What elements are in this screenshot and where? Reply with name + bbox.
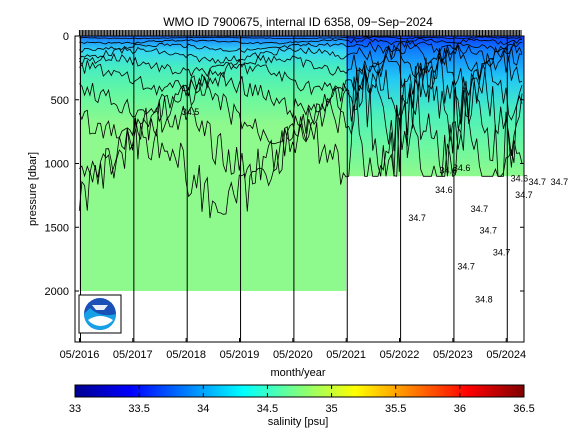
isohaline-8 xyxy=(78,57,523,156)
colorbar-tick-label: 33.5 xyxy=(128,403,149,415)
x-tick-label: 05/2020 xyxy=(273,349,313,361)
x-tick-label: 05/2016 xyxy=(60,349,100,361)
x-tick-label: 05/2021 xyxy=(326,349,366,361)
x-tick-label: 05/2022 xyxy=(380,349,420,361)
y-axis: 0 500 1000 1500 2000 xyxy=(45,31,524,298)
y-tick-label: 1500 xyxy=(45,222,69,234)
year-gridlines xyxy=(80,36,508,342)
contour-label: 34.7 xyxy=(408,213,426,223)
colorbar-tick-label: 33 xyxy=(69,403,81,415)
colorbar-tick-label: 35.5 xyxy=(385,403,406,415)
colorbar-label: salinity [psu] xyxy=(268,416,329,428)
contour-label: 34.8 xyxy=(475,294,493,304)
contour-label: 34.7 xyxy=(480,226,498,236)
isohaline-9 xyxy=(79,66,523,185)
y-tick-label: 2000 xyxy=(45,286,69,298)
contour-label: 34.7 xyxy=(551,177,569,187)
x-tick-label: 05/2019 xyxy=(220,349,260,361)
isohaline-3 xyxy=(79,38,523,55)
isohaline-1 xyxy=(79,36,523,40)
isohaline-contours xyxy=(78,36,523,219)
isohaline-6 xyxy=(79,46,523,97)
colorbar-tick-label: 34 xyxy=(197,403,209,415)
plot-frame xyxy=(74,35,525,343)
isohaline-7 xyxy=(79,53,523,125)
x-tick-label: 05/2023 xyxy=(433,349,473,361)
x-axis: 05/2016 05/2017 05/2018 05/2019 05/2020 05/20… xyxy=(60,338,526,361)
x-tick-label: 05/2017 xyxy=(113,349,153,361)
salinity-fill xyxy=(79,36,524,291)
colorbar-tick-label: 35 xyxy=(325,403,337,415)
isohaline-2 xyxy=(79,37,523,46)
colorbar-tick-label: 34.5 xyxy=(257,403,278,415)
chart-title: WMO ID 7900675, internal ID 6358, 09−Sep… xyxy=(163,15,433,29)
contour-label: 34.6 xyxy=(440,166,458,176)
colorbar: 33 33.5 34 34.5 35 35.5 36 36.5 salinity [psu] xyxy=(69,384,535,428)
colorbar-tick-label: 36 xyxy=(454,403,466,415)
isohaline-10 xyxy=(78,76,523,219)
contour-label: 34.6 xyxy=(453,163,471,173)
y-tick-label: 500 xyxy=(51,95,69,107)
contour-label: 34.7 xyxy=(493,247,511,257)
profile-marks xyxy=(78,30,522,36)
x-tick-label: 05/2024 xyxy=(486,349,526,361)
y-tick-label: 1000 xyxy=(45,159,69,171)
y-axis-label: pressure [dbar] xyxy=(27,152,39,226)
colorbar-tick-label: 36.5 xyxy=(513,403,534,415)
isohaline-4 xyxy=(79,40,523,66)
contour-label: 34.7 xyxy=(528,177,546,187)
y-tick-label: 0 xyxy=(63,31,69,43)
contour-label: 34.5 xyxy=(182,107,200,117)
noaa-logo xyxy=(78,294,122,334)
data-segment-fill xyxy=(346,36,524,177)
contour-label: 34.7 xyxy=(457,261,475,271)
isohaline-5 xyxy=(79,44,523,80)
contour-label: 34.6 xyxy=(435,185,453,195)
contour-label: 34.7 xyxy=(471,204,489,214)
x-tick-label: 05/2018 xyxy=(166,349,206,361)
contour-label: 34.6 xyxy=(511,173,529,183)
x-axis-label: month/year xyxy=(270,367,325,379)
